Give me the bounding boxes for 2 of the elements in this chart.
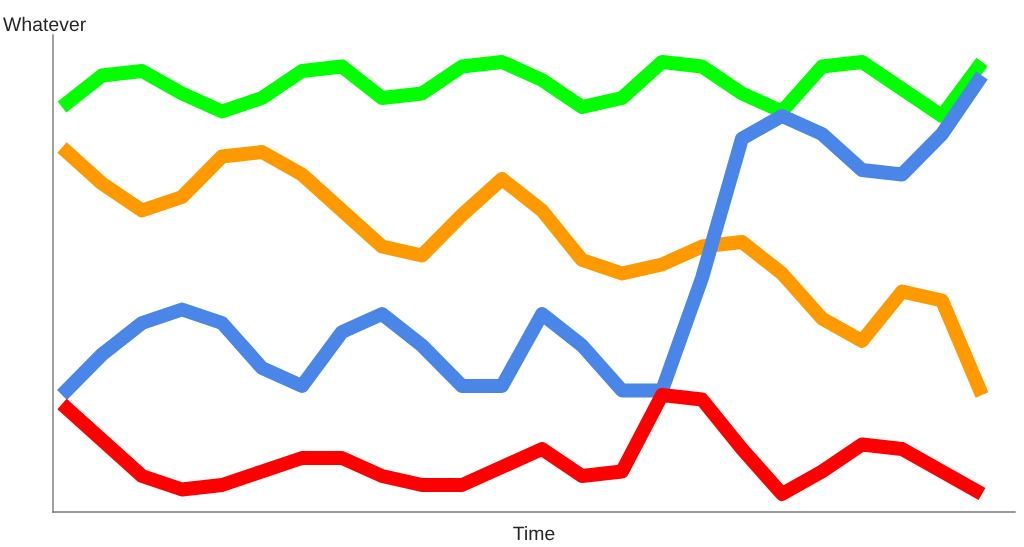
x-axis-title: Time — [513, 526, 555, 541]
y-axis-title: Whatever — [3, 16, 86, 32]
